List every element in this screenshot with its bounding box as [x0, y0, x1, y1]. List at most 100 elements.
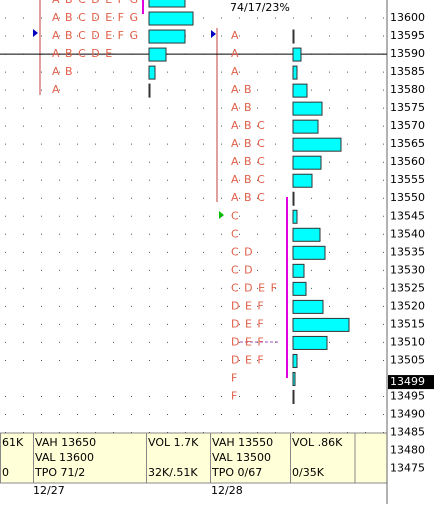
y-tick-label: 13475 [390, 462, 425, 475]
tpo-letters: A [231, 65, 240, 78]
y-tick-label: 13540 [390, 227, 425, 240]
volume-bar [292, 173, 313, 188]
volume-bar [292, 245, 326, 260]
last-price-box [388, 375, 434, 390]
volume-bar [148, 11, 194, 26]
tpo-letters: C D [231, 245, 254, 258]
marker [211, 30, 216, 38]
info-panel [0, 433, 387, 483]
y-tick-label: 13600 [390, 11, 425, 24]
tpo-letters: C [231, 209, 240, 222]
info-text: VOL 1.7K [148, 436, 199, 449]
info-text: 0 [2, 466, 9, 479]
volume-bar [292, 335, 328, 350]
volume-bar [292, 263, 305, 278]
volume-bar [292, 155, 322, 170]
y-tick-label: 13595 [390, 29, 425, 42]
tpo-letters: D E F [231, 353, 265, 366]
tpo-letters: A [231, 29, 240, 42]
tpo-letters: D E F [231, 299, 265, 312]
volume-bar [148, 65, 156, 80]
y-tick-label: 13505 [390, 353, 425, 366]
tpo-letters: D E F [231, 317, 265, 330]
info-text: 61K [2, 436, 24, 449]
y-tick-label: 13495 [390, 389, 425, 402]
volume-bar [292, 227, 321, 242]
volume-bar [292, 191, 295, 206]
tpo-letters: C D [231, 263, 254, 276]
tpo-letters: D E F [231, 335, 265, 348]
volume-bar [148, 29, 186, 44]
tpo-letters: F [231, 389, 238, 402]
tpo-letters: C D E F [231, 281, 278, 294]
volume-bar [292, 29, 295, 44]
tpo-letters: A B [231, 83, 253, 96]
tpo-letters: A B C D E [52, 47, 113, 60]
tpo-letters: A [231, 47, 240, 60]
date-label: 12/27 [33, 484, 65, 497]
tpo-letters: A B C [231, 173, 266, 186]
volume-bar [292, 371, 296, 386]
volume-bar [292, 137, 342, 152]
tpo-letters: A B [231, 101, 253, 114]
tpo-letters: A B C D E F G [52, 29, 139, 42]
info-text: TPO 0/67 [211, 466, 262, 479]
tpo-letters: F [231, 371, 238, 384]
tpo-letters: A B C D E F G [52, 0, 139, 6]
info-text: VAL 13500 [212, 451, 271, 464]
volume-bar [292, 119, 319, 134]
tpo-letters: A [52, 83, 61, 96]
volume-bar [148, 0, 186, 8]
y-tick-label: 13580 [390, 83, 425, 96]
y-tick-label: 13565 [390, 137, 425, 150]
volume-bar [292, 281, 307, 296]
volume-bar [292, 65, 298, 80]
tpo-letters: A B C [231, 137, 266, 150]
info-text: VAL 13600 [35, 451, 94, 464]
tpo-letters: A B C [231, 119, 266, 132]
volume-bar [292, 299, 324, 314]
marker [33, 29, 38, 37]
info-text: 32K/.51K [148, 466, 198, 479]
volume-bar [292, 317, 350, 332]
y-tick-label: 13525 [390, 281, 425, 294]
y-tick-label: 13590 [390, 47, 425, 60]
date-label: 12/28 [211, 484, 243, 497]
volume-bar [292, 353, 298, 368]
info-text: TPO 71/2 [34, 466, 85, 479]
tpo-letters: A B C [231, 155, 266, 168]
y-tick-label: 13570 [390, 119, 425, 132]
y-tick-label: 13530 [390, 263, 425, 276]
volume-bar [292, 47, 302, 62]
volume-bar [292, 389, 295, 404]
y-tick-label: 13510 [390, 335, 425, 348]
y-tick-label: 13485 [390, 426, 425, 439]
volume-bar [148, 83, 151, 98]
y-tick-label: 13555 [390, 173, 425, 186]
tpo-letters: A B [52, 65, 74, 78]
y-tick-label: 13545 [390, 209, 425, 222]
volume-bar [148, 47, 167, 62]
info-text: VOL .86K [292, 436, 343, 449]
y-tick-label: 13575 [390, 101, 425, 114]
volume-bar [292, 101, 323, 116]
volume-bar [292, 209, 298, 224]
y-tick-label: 13490 [390, 408, 425, 421]
tpo-letters: A B C [231, 191, 266, 204]
tpo-letters: C [231, 227, 240, 240]
y-tick-label: 13480 [390, 444, 425, 457]
marker [219, 211, 224, 219]
last-price-label: 13499 [390, 375, 425, 388]
y-tick-label: 13560 [390, 155, 425, 168]
y-tick-label: 13550 [390, 191, 425, 204]
y-tick-label: 13535 [390, 245, 425, 258]
y-tick-label: 13585 [390, 65, 425, 78]
info-text: VAH 13650 [35, 436, 96, 449]
y-tick-label: 13515 [390, 317, 425, 330]
info-text: 0/35K [292, 466, 325, 479]
tpo-letters: A B C D E F G [52, 11, 139, 24]
y-tick-label: 13520 [390, 299, 425, 312]
annotation: 74/17/23% [230, 1, 290, 14]
volume-bar [292, 83, 308, 98]
